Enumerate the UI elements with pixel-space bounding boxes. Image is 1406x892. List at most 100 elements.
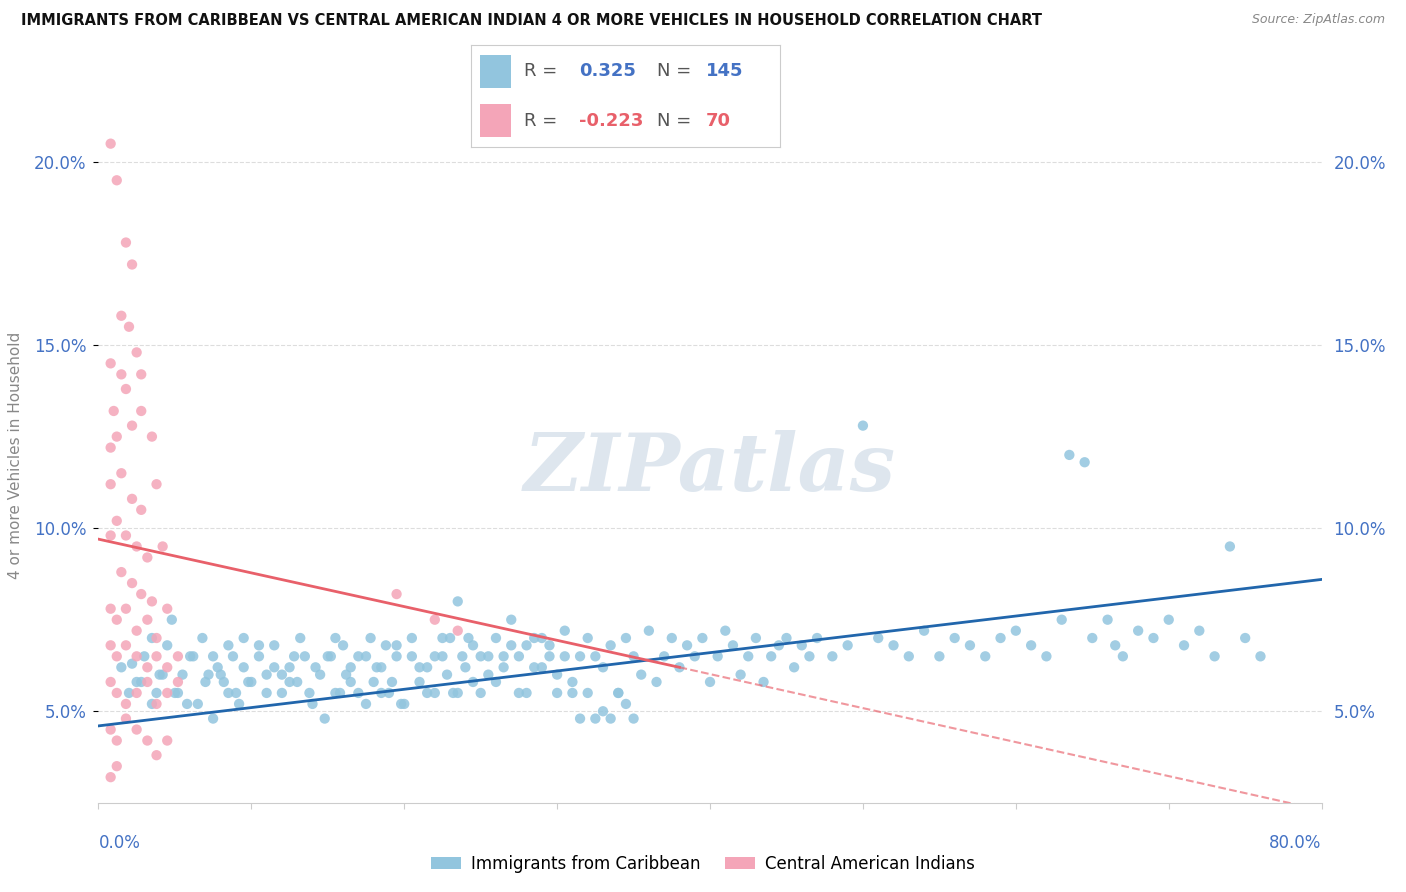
Point [439,631,461,645]
Point [191,631,214,645]
Point [1142,631,1164,645]
Point [614,631,637,645]
Point [363,675,385,690]
Point [470,649,492,664]
Point [530,660,553,674]
Point [354,649,377,664]
Point [990,631,1012,645]
Point [145,649,167,664]
Bar [481,104,512,137]
Point [115,235,138,250]
Point [256,686,278,700]
Point [118,686,141,700]
Point [110,467,132,481]
Point [129,587,152,601]
Point [156,733,179,747]
Point [115,382,138,396]
Text: 145: 145 [706,62,744,80]
Point [256,667,278,681]
Point [222,649,245,664]
Point [167,686,190,700]
Point [868,631,890,645]
Point [134,649,156,664]
Point [561,675,583,690]
Point [125,675,148,690]
Point [129,404,152,418]
Point [416,686,439,700]
Point [115,528,138,542]
Text: Source: ZipAtlas.com: Source: ZipAtlas.com [1251,13,1385,27]
Point [100,601,122,615]
Point [100,477,122,491]
Point [125,686,148,700]
Point [121,657,143,671]
Point [100,723,122,737]
Point [432,631,454,645]
Point [538,638,561,652]
Point [136,660,159,674]
Point [105,514,128,528]
Point [232,660,254,674]
Point [152,667,174,681]
Point [136,550,159,565]
Point [270,667,292,681]
Point [121,491,143,506]
Point [378,686,401,700]
Point [943,631,966,645]
Point [232,631,254,645]
Point [129,503,152,517]
Point [561,686,583,700]
Point [181,649,204,664]
Point [381,675,404,690]
Point [212,675,235,690]
Point [401,631,423,645]
Point [516,686,538,700]
Point [523,660,546,674]
Point [1204,649,1226,664]
Point [347,686,370,700]
Point [508,649,530,664]
Point [1004,624,1026,638]
Point [607,686,630,700]
Point [492,649,515,664]
Point [759,649,782,664]
Point [530,631,553,645]
Point [592,704,614,718]
Point [115,601,138,615]
Point [706,649,728,664]
Point [470,686,492,700]
Point [202,712,225,726]
Point [335,667,357,681]
Point [783,660,806,674]
Point [821,649,844,664]
Point [1128,624,1150,638]
Point [554,649,576,664]
Point [136,613,159,627]
Point [125,540,148,554]
Point [683,649,706,664]
Point [163,686,186,700]
Point [125,723,148,737]
Point [790,638,813,652]
Point [100,638,122,652]
Point [699,675,721,690]
Point [599,638,621,652]
Point [319,649,342,664]
Point [389,697,412,711]
Point [477,649,499,664]
Point [554,624,576,638]
Point [149,667,172,681]
Point [416,660,439,674]
Point [928,649,950,664]
Point [145,631,167,645]
Point [370,686,392,700]
Point [115,697,138,711]
Point [240,675,263,690]
Point [447,594,470,608]
Point [228,697,250,711]
Point [145,477,167,491]
Point [354,697,377,711]
Point [110,368,132,382]
Point [477,667,499,681]
Point [385,638,408,652]
